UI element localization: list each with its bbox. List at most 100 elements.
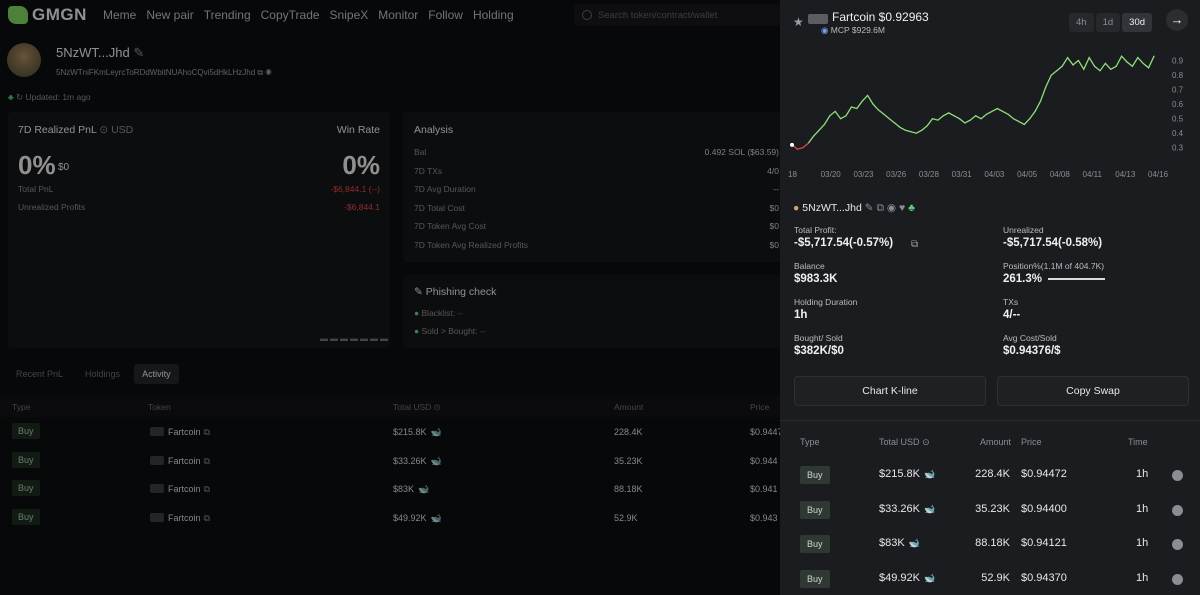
token-cell[interactable]: Fartcoin ⧉ (150, 484, 210, 495)
x-tick-label: 04/03 (984, 170, 1005, 179)
analysis-row-value: -- (773, 184, 779, 194)
whale-icon: 🐋 (430, 455, 442, 466)
price-point (926, 125, 928, 127)
token-mcp-text: MCP $929.6M (830, 25, 885, 35)
token-cell[interactable]: Fartcoin ⧉ (150, 427, 210, 438)
token-cell[interactable]: Fartcoin ⧉ (150, 455, 210, 467)
analysis-row-label: 7D Token Avg Realized Profits (414, 239, 529, 250)
table-row[interactable]: Buy Fartcoin ⧉ $215.8K 🐋 228.4K $0.9447 (0, 420, 783, 446)
copy-icon[interactable]: ⧉ (203, 484, 210, 495)
chart-kline-button[interactable]: Chart K-line (794, 376, 986, 406)
token-name: Fartcoin (168, 484, 201, 495)
price-point (991, 110, 993, 112)
table-row[interactable]: Buy $49.92K 🐋 52.9K $0.94370 1h (780, 566, 1200, 592)
amount-cell: 52.9K (614, 513, 638, 524)
amount-cell: 52.9K (981, 571, 1010, 584)
analysis-panel: Analysis Bal 0.492 SOL ($63.59) 7D TXs 4/0 7… (403, 112, 783, 262)
table-row[interactable]: Buy Fartcoin ⧉ $49.92K 🐋 52.9K $0.943 (0, 506, 780, 532)
currency-toggle-icon[interactable]: ⊙ (433, 402, 441, 412)
share-icon[interactable] (1172, 573, 1183, 585)
share-icon[interactable]: ◉ (886, 202, 897, 214)
copy-icon[interactable]: ⧉ (203, 455, 210, 466)
copy-swap-button[interactable]: Copy Swap (997, 376, 1189, 406)
total-cell: $33.26K 🐋 (879, 503, 935, 515)
amount-cell: 35.23K (975, 502, 1010, 515)
nav-link-holding[interactable]: Holding (472, 8, 514, 22)
share-icon[interactable] (1172, 539, 1183, 550)
frog-logo-icon (8, 6, 28, 24)
logo[interactable]: GMGN (8, 5, 87, 25)
search-input[interactable]: Search token/contract/wallet (574, 4, 780, 26)
copy-icon[interactable]: ⧉ (876, 202, 884, 214)
start-marker (790, 142, 794, 147)
price-point (1120, 55, 1123, 57)
winrate-label: Win Rate (336, 124, 380, 136)
nav-link-meme[interactable]: Meme (103, 8, 137, 22)
price-point (877, 109, 880, 111)
x-tick-label: 03/20 (821, 170, 842, 179)
nav-link-new-pair[interactable]: New pair (146, 8, 194, 22)
whale-icon: 🐋 (430, 513, 442, 524)
tab-holdings[interactable]: Holdings (85, 369, 121, 379)
wallet-address: 5NzWTniFKmLeyrcToRDdWbitNUAhoCQvi5dHkLHz… (56, 68, 272, 78)
nav-link-follow[interactable]: Follow (428, 8, 463, 22)
price-point (1104, 62, 1106, 65)
price-point (861, 100, 863, 102)
copy-icon[interactable]: ⧉ (203, 427, 210, 437)
timeframe-30d[interactable]: 30d (1122, 13, 1153, 32)
table-row[interactable]: Buy $215.8K 🐋 228.4K $0.94472 1h (780, 462, 1200, 488)
external-link-icon[interactable]: ⧉ (911, 239, 919, 250)
price-cell: $0.94370 (1021, 571, 1067, 584)
dcol-total-label: Total (879, 437, 899, 447)
timeframe-1d[interactable]: 1d (1095, 13, 1121, 32)
edit-icon[interactable]: ✎ (864, 202, 874, 214)
price-point (937, 119, 939, 121)
refresh-icon[interactable]: ↻ (15, 92, 24, 102)
pager-dots: ▬▬▬▬▬▬▬ (320, 334, 390, 343)
table-row[interactable]: Buy $83K 🐋 88.18K $0.94121 1h (780, 531, 1200, 557)
analysis-row-label: Bal (414, 147, 427, 157)
wallet-label-text: 5NzWT...Jhd (802, 202, 862, 214)
dcol-time: Time (1128, 437, 1148, 447)
badge-icon: ◉ (821, 25, 829, 35)
currency-toggle-icon[interactable]: ⊙ (922, 437, 930, 447)
table-row[interactable]: Buy Fartcoin ⧉ $83K 🐋 88.18K $0.941 (0, 477, 780, 503)
timeframe-4h[interactable]: 4h (1069, 13, 1094, 32)
total-value: $215.8K (393, 427, 427, 437)
nav-link-snipex[interactable]: SnipeX (329, 8, 369, 22)
price-point (1050, 74, 1052, 76)
col-amount: Amount (614, 402, 644, 412)
price-point (1007, 113, 1009, 115)
phishing-title: ✎ Phishing check (414, 286, 496, 298)
share-icon[interactable] (1172, 470, 1183, 481)
share-icon[interactable]: ◉ (265, 68, 272, 77)
price-point (823, 123, 826, 126)
heart-icon[interactable]: ♥ (898, 202, 906, 214)
token-cell[interactable]: Fartcoin ⧉ (150, 513, 210, 524)
edit-icon[interactable]: ✎ (133, 45, 145, 60)
copy-icon[interactable]: ⧉ (203, 513, 210, 524)
nav-link-trending[interactable]: Trending (203, 8, 251, 22)
x-tick-label: 03/31 (952, 170, 973, 179)
price-point (1126, 61, 1128, 63)
copy-icon[interactable]: ⧉ (257, 68, 264, 77)
arrow-right-icon[interactable]: → (1166, 9, 1188, 31)
modal-backdrop[interactable] (0, 0, 780, 595)
price-point (872, 103, 874, 105)
tab-recent-pnl[interactable]: Recent PnL (16, 369, 64, 379)
x-tick-label: 04/13 (1115, 170, 1136, 179)
table-row[interactable]: Buy $33.26K 🐋 35.23K $0.94400 1h (780, 497, 1200, 523)
price-point (910, 131, 912, 133)
tab-activity[interactable]: Activity (134, 364, 179, 384)
col-total: Total USD ⊙ (393, 402, 441, 413)
currency-toggle-icon[interactable]: ⊙ (99, 124, 109, 136)
star-icon[interactable]: ★ (793, 15, 804, 29)
table-row[interactable]: Buy Fartcoin ⧉ $33.26K 🐋 35.23K $0.944 (0, 449, 780, 475)
time-cell: 1h (1136, 571, 1149, 584)
price-point (1023, 123, 1025, 126)
share-icon[interactable] (1172, 504, 1183, 516)
nav-link-monitor[interactable]: Monitor (378, 8, 419, 22)
analysis-row-label: 7D Total Cost (414, 202, 465, 213)
nav-link-copytrade[interactable]: CopyTrade (260, 8, 320, 22)
token-drawer: ★ Fartcoin $0.92963 ◉ MCP $929.6M 4h 1d … (780, 0, 1200, 595)
